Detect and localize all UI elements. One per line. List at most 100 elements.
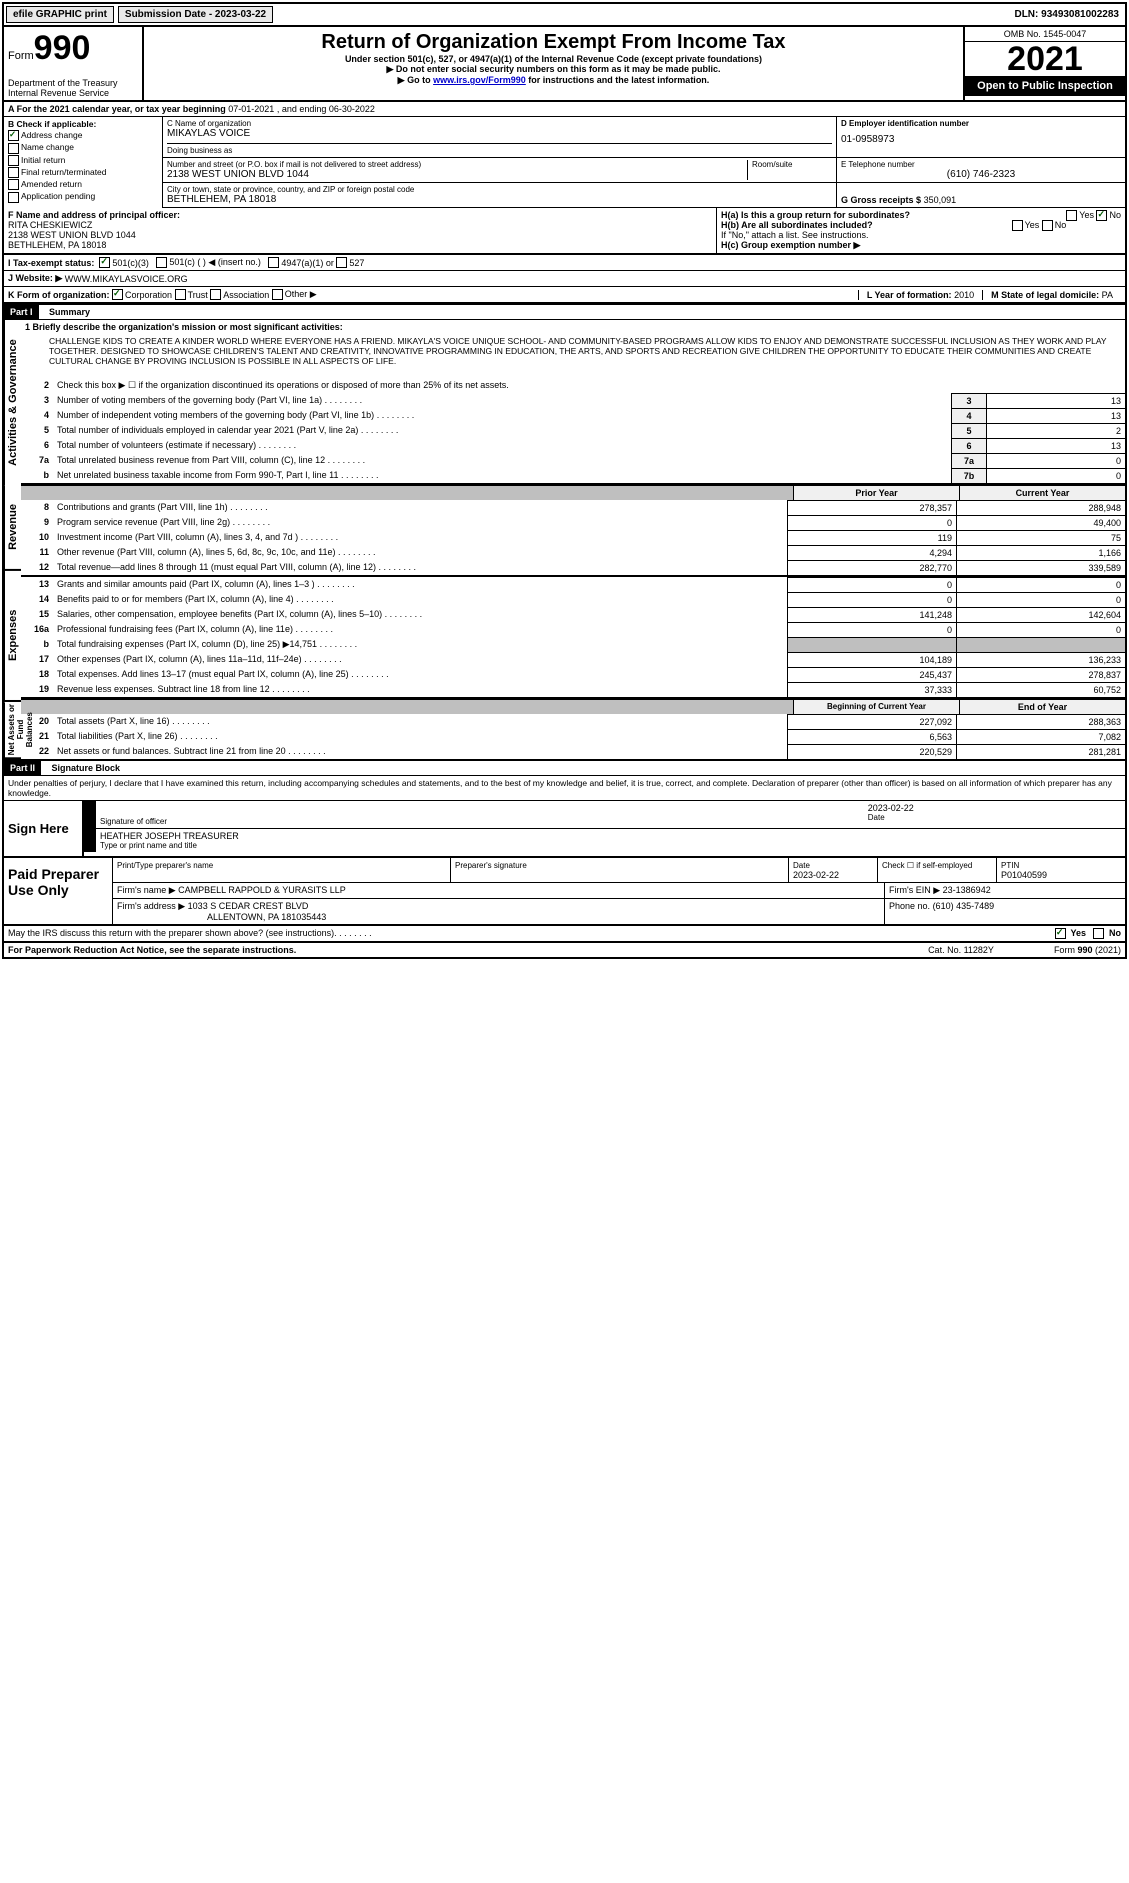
checkbox-501c3[interactable] [99, 257, 110, 268]
summary-line: 18 Total expenses. Add lines 13–17 (must… [21, 667, 1125, 682]
prior-year-value: 141,248 [787, 607, 956, 622]
checkbox-4947a1[interactable] [268, 257, 279, 268]
checkbox-amended[interactable] [8, 179, 19, 190]
line-num: 3 [21, 393, 53, 408]
form-number-cell: Form990 Department of the Treasury Inter… [4, 27, 144, 100]
line-num: 17 [21, 652, 53, 667]
paid-preparer-block: Paid Preparer Use Only Print/Type prepar… [4, 858, 1125, 926]
line-value: 0 [986, 453, 1125, 468]
room-label: Room/suite [752, 160, 832, 169]
label-final-return: Final return/terminated [21, 167, 107, 177]
sig-name-value: HEATHER JOSEPH TREASURER [100, 831, 1121, 841]
form-label: Form [8, 50, 34, 62]
part-1-title: Summary [41, 307, 90, 317]
prep-name-label: Print/Type preparer's name [117, 861, 213, 870]
line-box: 6 [951, 438, 986, 453]
label-501c3: 501(c)(3) [112, 258, 149, 268]
hb-no-checkbox[interactable] [1042, 220, 1053, 231]
discuss-yes-checkbox[interactable] [1055, 928, 1066, 939]
prep-date-value: 2023-02-22 [793, 870, 839, 880]
sig-arrow-icon-2 [84, 829, 96, 852]
label-501c: 501(c) ( ) ◀ (insert no.) [169, 257, 260, 268]
city-cell: City or town, state or province, country… [163, 183, 837, 207]
row-i-tax-status: I Tax-exempt status: 501(c)(3) 501(c) ( … [4, 254, 1125, 271]
firm-addr2: ALLENTOWN, PA 181035443 [117, 912, 326, 922]
summary-line: 19 Revenue less expenses. Subtract line … [21, 682, 1125, 697]
line-box: 3 [951, 393, 986, 408]
summary-line: 13 Grants and similar amounts paid (Part… [21, 577, 1125, 592]
ha-no-checkbox[interactable] [1096, 210, 1107, 221]
sig-date-value: 2023-02-22 [868, 803, 1121, 813]
label-initial-return: Initial return [21, 155, 65, 165]
submission-date: Submission Date - 2023-03-22 [118, 6, 273, 23]
label-other: Other ▶ [285, 289, 317, 300]
discuss-text: May the IRS discuss this return with the… [8, 928, 334, 939]
hb-yes-checkbox[interactable] [1012, 220, 1023, 231]
i-label: I Tax-exempt status: [8, 258, 94, 268]
checkbox-initial-return[interactable] [8, 155, 19, 166]
row-a-prefix: A For the 2021 calendar year, or tax yea… [8, 104, 228, 114]
line-text: Other revenue (Part VIII, column (A), li… [53, 545, 787, 560]
firm-addr1: 1033 S CEDAR CREST BLVD [188, 901, 309, 911]
row-fh: F Name and address of principal officer:… [4, 208, 1125, 254]
checkbox-application-pending[interactable] [8, 192, 19, 203]
department: Department of the Treasury Internal Reve… [8, 78, 138, 98]
checkbox-trust[interactable] [175, 289, 186, 300]
checkbox-corporation[interactable] [112, 289, 123, 300]
line-box: 4 [951, 408, 986, 423]
org-name: MIKAYLAS VOICE [167, 128, 832, 139]
label-trust: Trust [188, 290, 208, 300]
checkbox-527[interactable] [336, 257, 347, 268]
dln: DLN: 93493081002283 [1014, 9, 1125, 20]
line-num: b [21, 468, 53, 483]
phone-value: (610) 746-2323 [841, 169, 1121, 180]
line-value: 13 [986, 393, 1125, 408]
summary-line: 4 Number of independent voting members o… [21, 408, 1125, 423]
checkbox-other[interactable] [272, 289, 283, 300]
f-addr1: 2138 WEST UNION BLVD 1044 [8, 230, 136, 240]
prior-year-value: 4,294 [787, 545, 956, 560]
firm-addr-label: Firm's address ▶ [117, 901, 185, 911]
label-association: Association [223, 290, 269, 300]
line-text: Total assets (Part X, line 16) [53, 714, 787, 729]
revenue-block: Prior Year Current Year 8 Contributions … [21, 485, 1125, 577]
line-value: 13 [986, 408, 1125, 423]
street-cell: Number and street (or P.O. box if mail i… [163, 158, 837, 182]
checkbox-name-change[interactable] [8, 143, 19, 154]
prior-year-value: 0 [787, 577, 956, 592]
cat-no: Cat. No. 11282Y [928, 945, 994, 955]
part-1-header-row: Part I Summary [4, 303, 1125, 320]
pra-notice: For Paperwork Reduction Act Notice, see … [8, 945, 296, 955]
prior-year-value: 119 [787, 530, 956, 545]
line-box: 5 [951, 423, 986, 438]
street-label: Number and street (or P.O. box if mail i… [167, 160, 747, 169]
part-2-header-row: Part II Signature Block [4, 759, 1125, 776]
current-year-value: 278,837 [956, 667, 1125, 682]
ptin-value: P01040599 [1001, 870, 1047, 880]
line-value: 2 [986, 423, 1125, 438]
checkbox-final-return[interactable] [8, 167, 19, 178]
summary-line: 11 Other revenue (Part VIII, column (A),… [21, 545, 1125, 560]
line-text: Program service revenue (Part VIII, line… [53, 515, 787, 530]
prep-self-employed: Check ☐ if self-employed [882, 861, 972, 870]
part-2-badge: Part II [4, 761, 41, 775]
discuss-no-checkbox[interactable] [1093, 928, 1104, 939]
main-title: Return of Organization Exempt From Incom… [148, 31, 959, 54]
sig-arrow-icon [84, 801, 96, 828]
checkbox-address-change[interactable] [8, 130, 19, 141]
end-year-header: End of Year [959, 699, 1125, 714]
dba-label: Doing business as [167, 146, 832, 155]
checkbox-association[interactable] [210, 289, 221, 300]
summary-line: 7a Total unrelated business revenue from… [21, 453, 1125, 468]
efile-print-button[interactable]: efile GRAPHIC print [6, 6, 114, 23]
ha-yes-label: Yes [1079, 210, 1094, 220]
begin-year-header: Beginning of Current Year [793, 699, 959, 714]
paid-preparer-label: Paid Preparer Use Only [4, 858, 112, 924]
irs-link[interactable]: www.irs.gov/Form990 [433, 75, 526, 85]
line-text: Benefits paid to or for members (Part IX… [53, 592, 787, 607]
current-year-value: 1,166 [956, 545, 1125, 560]
ha-yes-checkbox[interactable] [1066, 210, 1077, 221]
checkbox-501c[interactable] [156, 257, 167, 268]
label-527: 527 [349, 258, 364, 268]
line-text: Total expenses. Add lines 13–17 (must eq… [53, 667, 787, 682]
